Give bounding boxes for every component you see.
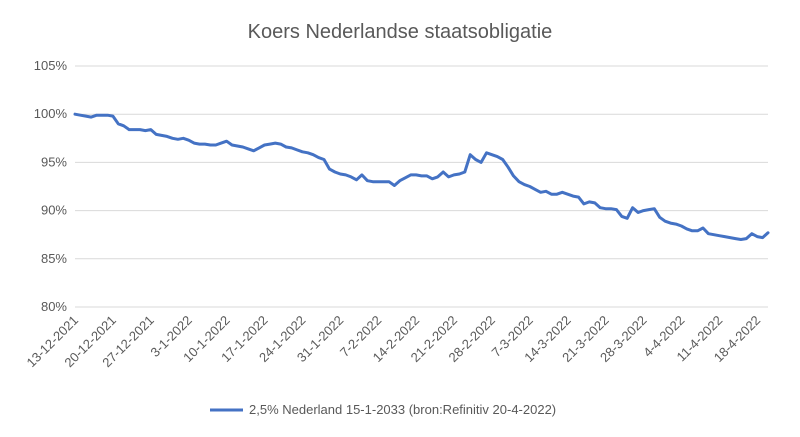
gridlines xyxy=(75,65,768,308)
y-axis-tick-labels: 80% 85% 90% 95% 100% 105% xyxy=(34,58,68,314)
legend-label: 2,5% Nederland 15-1-2033 (bron:Refinitiv… xyxy=(249,402,556,417)
y-tick-label: 85% xyxy=(41,251,67,266)
y-tick-label: 100% xyxy=(34,106,68,121)
y-tick-label: 95% xyxy=(41,154,67,169)
y-tick-label: 80% xyxy=(41,299,67,314)
y-tick-label: 90% xyxy=(41,203,67,218)
x-axis-tick-labels: 13-12-202120-12-202127-12-20213-1-202210… xyxy=(23,313,763,371)
chart-title: Koers Nederlandse staatsobligatie xyxy=(248,21,553,43)
legend: 2,5% Nederland 15-1-2033 (bron:Refinitiv… xyxy=(210,402,556,417)
y-tick-label: 105% xyxy=(34,58,68,73)
series-line xyxy=(73,112,770,241)
series-layer xyxy=(73,112,770,241)
